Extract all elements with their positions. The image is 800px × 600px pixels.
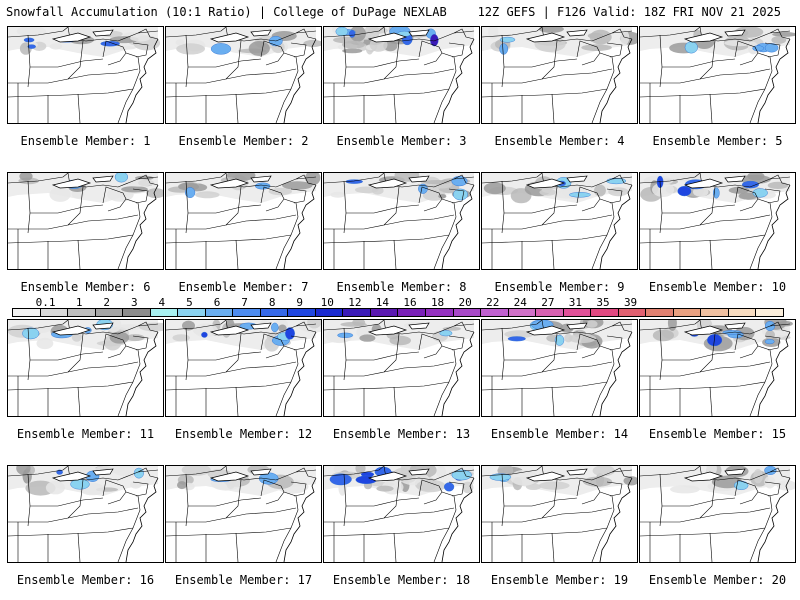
ensemble-member-label: Ensemble Member: 6: [20, 280, 151, 294]
ensemble-member-map: [639, 26, 796, 124]
ensemble-member-label: Ensemble Member: 5: [652, 134, 783, 148]
ensemble-member-label: Ensemble Member: 19: [490, 573, 629, 587]
colorbar-tick-label: 5: [186, 296, 193, 309]
colorbar-segment: [701, 309, 729, 316]
colorbar-tick-label: 22: [486, 296, 500, 309]
colorbar-tick-label: 39: [623, 296, 638, 309]
colorbar-tick-label: 18: [430, 296, 445, 309]
snowfall-colorbar: [12, 308, 784, 317]
colorbar-tick-label: 9: [296, 296, 304, 309]
ensemble-member-label: Ensemble Member: 1: [20, 134, 151, 148]
ensemble-member-map: [639, 319, 796, 417]
colorbar-tick-label: 6: [213, 296, 221, 309]
colorbar-tick-label: 16: [403, 296, 417, 309]
colorbar-tick-label: 20: [458, 296, 472, 309]
colorbar-tick-label: 1: [75, 296, 83, 309]
colorbar-segment: [205, 309, 234, 316]
colorbar-segment: [508, 309, 537, 316]
colorbar-segment: [728, 309, 757, 316]
colorbar-segment: [646, 309, 674, 316]
colorbar-tick-label: 2: [103, 296, 111, 309]
colorbar-tick-label: 3: [130, 296, 138, 309]
colorbar-segment: [150, 309, 179, 316]
colorbar-segment: [68, 309, 96, 316]
ensemble-member-label: Ensemble Member: 12: [174, 427, 313, 441]
colorbar-tick-label: 0.1: [35, 296, 56, 309]
ensemble-member-map: [481, 26, 638, 124]
ensemble-member-label: Ensemble Member: 9: [494, 280, 625, 294]
ensemble-member-map: [7, 319, 164, 417]
ensemble-member-map: [639, 172, 796, 270]
colorbar-segment: [618, 309, 647, 316]
ensemble-member-map: [323, 319, 480, 417]
ensemble-member-map: [7, 465, 164, 563]
colorbar-labels: 0.1 1 2 3 4 5 6 7 8 9 10 12 14 16 18 20 22 24 27 31 35 39: [12, 296, 784, 309]
colorbar-segment: [425, 309, 454, 316]
colorbar-tick-label: 24: [513, 296, 527, 309]
colorbar-segment: [178, 309, 206, 316]
colorbar-tick-label: 8: [268, 296, 276, 309]
ensemble-member-map: [7, 26, 164, 124]
ensemble-member-map: [481, 319, 638, 417]
colorbar-segment: [260, 309, 289, 316]
colorbar-segment: [756, 309, 783, 316]
colorbar-segment: [315, 309, 344, 316]
colorbar-segment: [233, 309, 261, 316]
ensemble-member-map: [481, 172, 638, 270]
ensemble-member-label: Ensemble Member: 16: [16, 573, 155, 587]
ensemble-member-map: [639, 465, 796, 563]
ensemble-member-map: [323, 172, 480, 270]
ensemble-member-map: [323, 26, 480, 124]
ensemble-member-label: Ensemble Member: 17: [174, 573, 313, 587]
chart-title: Snowfall Accumulation (10:1 Ratio) | Col…: [6, 5, 447, 19]
ensemble-member-map: [481, 465, 638, 563]
colorbar-segment: [288, 309, 316, 316]
ensemble-member-label: Ensemble Member: 14: [490, 427, 629, 441]
ensemble-member-map: [323, 465, 480, 563]
ensemble-member-label: Ensemble Member: 3: [336, 134, 467, 148]
colorbar-tick-label: 4: [158, 296, 166, 309]
ensemble-member-label: Ensemble Member: 11: [16, 427, 155, 441]
colorbar-segment: [123, 309, 151, 316]
colorbar-tick-label: 10: [320, 296, 334, 309]
colorbar-segment: [343, 309, 371, 316]
colorbar-tick-label: 27: [541, 296, 555, 309]
ensemble-member-label: Ensemble Member: 10: [648, 280, 787, 294]
ensemble-member-label: Ensemble Member: 13: [332, 427, 471, 441]
colorbar-segment: [95, 309, 124, 316]
colorbar-segment: [591, 309, 619, 316]
ensemble-member-label: Ensemble Member: 15: [648, 427, 787, 441]
ensemble-member-map: [165, 319, 322, 417]
colorbar-tick-label: 35: [596, 296, 610, 309]
colorbar-tick-label: 7: [241, 296, 248, 309]
colorbar-tick-label: 31: [568, 296, 583, 309]
colorbar-segment: [536, 309, 564, 316]
ensemble-member-map: [165, 26, 322, 124]
ensemble-member-label: Ensemble Member: 4: [494, 134, 625, 148]
ensemble-member-label: Ensemble Member: 2: [178, 134, 309, 148]
colorbar-segment: [370, 309, 399, 316]
ensemble-member-map: [165, 172, 322, 270]
colorbar-segment: [453, 309, 482, 316]
colorbar-tick-label: 14: [375, 296, 390, 309]
colorbar-segment: [673, 309, 702, 316]
ensemble-member-label: Ensemble Member: 8: [336, 280, 467, 294]
colorbar-segment: [398, 309, 426, 316]
colorbar-segment: [481, 309, 509, 316]
colorbar-segment: [40, 309, 69, 316]
ensemble-member-map: [7, 172, 164, 270]
ensemble-member-label: Ensemble Member: 7: [178, 280, 309, 294]
colorbar-tick-label: 12: [348, 296, 362, 309]
model-run-info: 12Z GEFS | F126 Valid: 18Z FRI NOV 21 20…: [477, 5, 781, 19]
ensemble-member-label: Ensemble Member: 18: [332, 573, 471, 587]
colorbar-segment: [13, 309, 41, 316]
ensemble-member-label: Ensemble Member: 20: [648, 573, 787, 587]
colorbar-segment: [563, 309, 592, 316]
ensemble-member-map: [165, 465, 322, 563]
